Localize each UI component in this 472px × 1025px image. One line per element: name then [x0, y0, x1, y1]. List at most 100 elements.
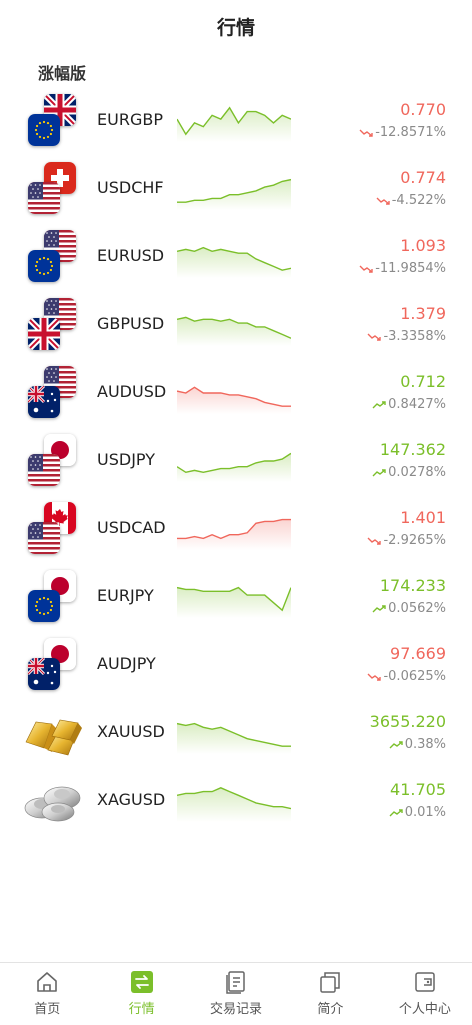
tab-records[interactable]: 交易记录 [189, 963, 283, 1025]
sparkline-line [177, 178, 292, 203]
sparkline-chart [176, 102, 292, 142]
sparkline-chart [177, 170, 292, 210]
gb-flag-icon [28, 318, 60, 350]
trend-up-icon [389, 740, 405, 750]
profile-icon [412, 969, 438, 995]
trend-down-icon [367, 332, 383, 342]
quote-change-text: 0.8427% [388, 397, 446, 412]
quote-change-text: 0.0278% [388, 465, 446, 480]
currency-pair-flags [26, 162, 78, 214]
quote-change-text: 0.0562% [388, 601, 446, 616]
quote-price: 1.401 [400, 508, 446, 527]
quote-symbol: USDCAD [97, 518, 166, 537]
bottom-tab-bar: 首页 行情 交易记录 简介 个人中心 [0, 962, 472, 1025]
quote-row-audusd[interactable]: AUDUSD 0.712 0.8427% [0, 360, 472, 428]
quote-row-eurjpy[interactable]: EURJPY 174.233 0.0562% [0, 564, 472, 632]
eu-flag-icon [28, 590, 60, 622]
quote-symbol: EURGBP [97, 110, 163, 129]
sparkline-chart [176, 714, 291, 754]
sparkline-line [176, 106, 292, 136]
quote-price: 0.774 [400, 168, 446, 187]
currency-pair-flags [26, 94, 78, 146]
quote-price: 41.705 [390, 780, 446, 799]
quote-change-text: -0.0625% [383, 669, 446, 684]
sparkline-chart [176, 442, 292, 482]
sparkline-line [176, 452, 292, 474]
sparkline-area [177, 317, 291, 346]
quote-change: -11.9854% [359, 261, 446, 276]
quote-price: 0.712 [400, 372, 446, 391]
currency-pair-flags [26, 570, 78, 622]
sparkline-chart [177, 510, 291, 550]
trend-down-icon [367, 536, 383, 546]
us-flag-icon [44, 366, 76, 398]
quote-symbol: EURJPY [97, 586, 154, 605]
quote-symbol: GBPUSD [97, 314, 165, 333]
page-title: 行情 [216, 16, 255, 39]
quote-row-usdchf[interactable]: USDCHF 0.774 -4.522% [0, 156, 472, 224]
tab-intro[interactable]: 简介 [283, 963, 377, 1025]
au-flag-icon [28, 658, 60, 690]
sparkline-chart [176, 306, 292, 346]
trend-down-icon [359, 128, 375, 138]
tab-label: 行情 [128, 1002, 155, 1017]
quote-change: 0.8427% [372, 397, 446, 412]
quote-change-text: -2.9265% [383, 533, 446, 548]
currency-pair-flags [26, 230, 78, 282]
currency-pair-flags [26, 434, 78, 486]
gold-icon [22, 710, 84, 758]
tab-label: 简介 [317, 1002, 344, 1017]
sparkline-line [176, 386, 291, 407]
quote-price: 174.233 [379, 576, 446, 595]
au-flag-icon [28, 386, 60, 418]
us-flag-icon [44, 230, 76, 262]
quote-change: 0.0278% [372, 465, 446, 480]
home-icon [34, 969, 60, 995]
quote-row-eurusd[interactable]: EURUSD 1.093 -11.9854% [0, 224, 472, 292]
quote-symbol: XAUUSD [97, 722, 165, 741]
sparkline-line [176, 586, 292, 612]
sparkline-area [177, 723, 291, 754]
currency-pair-flags [26, 366, 78, 418]
quote-change-text: 0.38% [404, 737, 446, 752]
quote-symbol: XAGUSD [97, 790, 166, 809]
quote-change: 0.01% [389, 805, 446, 820]
tab-label: 个人中心 [398, 1002, 451, 1017]
section-title: 涨幅版 [38, 64, 87, 83]
quote-row-eurgbp[interactable]: EURGBP 0.770 -12.8571% [0, 88, 472, 156]
quote-change: -12.8571% [359, 125, 446, 140]
quote-row-gbpusd[interactable]: GBPUSD 1.379 -3.3358% [0, 292, 472, 360]
trend-up-icon [372, 400, 388, 410]
quote-row-xagusd[interactable]: XAGUSD 41.705 0.01% [0, 768, 472, 836]
sparkline-chart [176, 578, 292, 618]
tab-profile[interactable]: 个人中心 [378, 963, 472, 1025]
quote-row-usdjpy[interactable]: USDJPY 147.362 0.0278% [0, 428, 472, 496]
sparkline-line [176, 787, 292, 810]
sparkline-area [177, 247, 291, 278]
trend-up-icon [372, 604, 388, 614]
sparkline-chart [176, 782, 292, 822]
quote-list: EURGBP 0.770 -12.8571% USDCHF 0.774 -4.522% EU… [0, 88, 472, 836]
quote-row-xauusd[interactable]: XAUUSD 3655.220 0.38% [0, 700, 472, 768]
us-flag-icon [28, 454, 60, 486]
eu-flag-icon [28, 114, 60, 146]
quote-symbol: EURUSD [97, 246, 165, 265]
sparkline-area [177, 107, 291, 142]
ch-flag-icon [44, 162, 76, 194]
trend-down-icon [359, 264, 375, 274]
sparkline-area [177, 787, 291, 822]
trend-up-icon [389, 808, 405, 818]
tab-label: 交易记录 [210, 1002, 263, 1017]
sparkline-chart [176, 374, 291, 414]
tab-market[interactable]: 行情 [94, 963, 188, 1025]
quote-change: -3.3358% [367, 329, 446, 344]
quote-symbol: AUDUSD [97, 382, 167, 401]
tab-home[interactable]: 首页 [0, 963, 94, 1025]
quote-row-usdcad[interactable]: USDCAD 1.401 -2.9265% [0, 496, 472, 564]
quote-row-audjpy[interactable]: AUDJPY 97.669 -0.0625% [0, 632, 472, 700]
quote-symbol: USDJPY [97, 450, 155, 469]
quote-change-text: -4.522% [391, 193, 446, 208]
eu-flag-icon [28, 250, 60, 282]
quote-change-text: -11.9854% [375, 261, 446, 276]
silver-icon [22, 778, 84, 826]
